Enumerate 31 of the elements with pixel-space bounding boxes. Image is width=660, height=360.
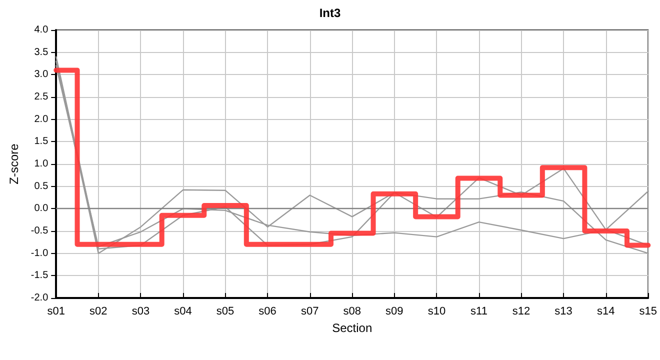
x-tick-label: s12 [512, 306, 530, 318]
x-tick-label: s11 [470, 306, 488, 318]
x-tick-label: s14 [596, 306, 615, 318]
x-tick-label: s05 [216, 306, 234, 318]
x-tick-label: s10 [428, 306, 446, 318]
y-axis-title: Z-score [7, 143, 21, 184]
x-tick-label: s08 [343, 306, 362, 318]
y-tick-label: 0.0 [34, 203, 49, 214]
y-tick-label: -1.0 [30, 248, 49, 259]
y-tick-label: -0.5 [30, 226, 49, 236]
y-tick-label: 3.5 [34, 46, 49, 58]
y-tick-label: 2.0 [34, 114, 49, 125]
chart-title: Int3 [319, 6, 341, 20]
y-tick-label: 3.0 [34, 69, 49, 80]
y-tick-label: 0.5 [34, 180, 49, 192]
y-tick-label: 1.5 [34, 136, 49, 148]
y-tick-label: 1.0 [34, 158, 49, 170]
y-tick-label: 2.5 [34, 92, 49, 102]
x-tick-label: s15 [639, 306, 658, 318]
y-tick-label: -1.5 [30, 270, 49, 282]
y-tick-label: 4.0 [34, 24, 49, 36]
x-tick-label: s02 [90, 306, 108, 318]
x-axis-title: Section [332, 320, 372, 335]
x-tick-label: s07 [300, 306, 319, 318]
x-tick-label: s01 [47, 306, 66, 318]
x-tick-label: s06 [258, 306, 276, 318]
x-tick-label: s04 [174, 306, 192, 318]
x-tick-label: s03 [132, 306, 150, 318]
x-tick-label: s13 [554, 306, 572, 318]
y-tick-label: -2.0 [30, 292, 49, 304]
x-tick-label: s09 [386, 306, 404, 318]
